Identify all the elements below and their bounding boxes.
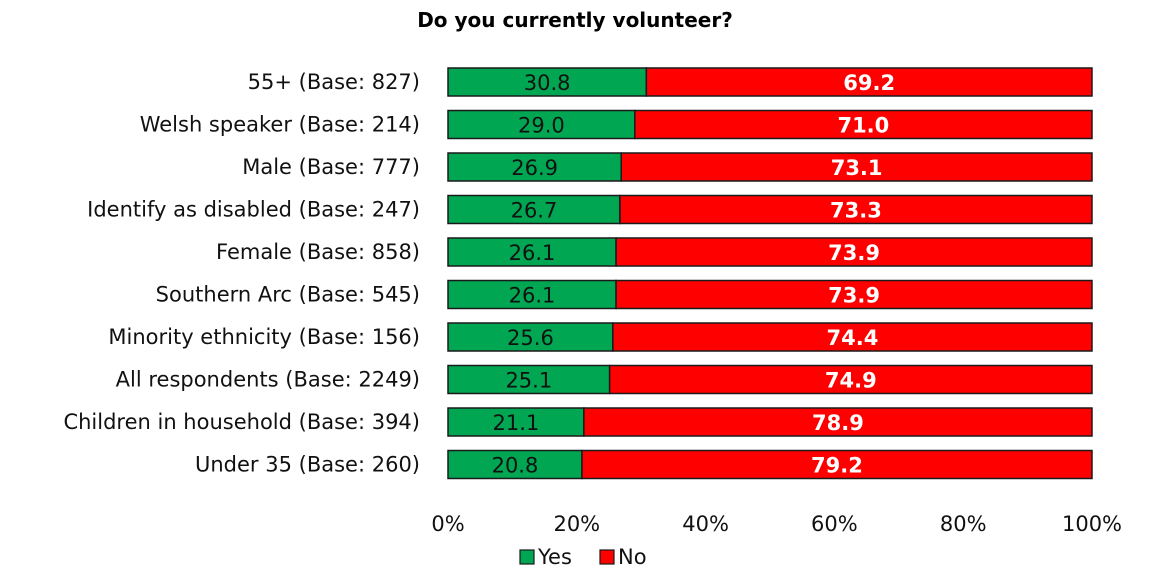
legend-swatch-no: [599, 549, 615, 565]
category-label: Identify as disabled (Base: 247): [87, 198, 420, 222]
bar-no: [612, 322, 1093, 352]
category-label: 55+ (Base: 827): [248, 70, 420, 94]
x-tick-label: 100%: [1062, 512, 1122, 536]
bar-no: [615, 237, 1093, 267]
category-label: All respondents (Base: 2249): [116, 368, 420, 392]
category-label: Welsh speaker (Base: 214): [140, 113, 420, 137]
data-label-no: 78.9: [812, 411, 864, 435]
category-labels: 55+ (Base: 827) Welsh speaker (Base: 214)…: [63, 70, 420, 477]
data-label-no: 73.3: [830, 199, 882, 223]
bar-yes: [447, 237, 617, 267]
bar-no: [608, 364, 1093, 395]
bar-yes: [447, 322, 614, 352]
bar-no: [619, 194, 1093, 225]
legend-label-yes: Yes: [537, 545, 572, 569]
category-label: Female (Base: 858): [216, 240, 420, 264]
category-label: Under 35 (Base: 260): [195, 453, 420, 477]
data-label-yes: 29.0: [518, 114, 565, 138]
x-tick-label: 60%: [811, 512, 858, 536]
data-label-yes: 25.1: [505, 369, 552, 393]
x-axis-ticks: 0% 20% 40% 60% 80% 100%: [431, 512, 1122, 536]
data-label-no: 73.9: [828, 241, 880, 265]
bar-no: [583, 407, 1093, 437]
bar-no: [645, 67, 1093, 97]
data-label-yes: 26.7: [511, 199, 558, 223]
category-label: Minority ethnicity (Base: 156): [108, 325, 420, 349]
x-tick-label: 80%: [940, 512, 987, 536]
bar-no: [581, 449, 1093, 480]
data-label-yes: 25.6: [507, 326, 554, 350]
data-label-yes: 26.9: [511, 156, 558, 180]
data-label-no: 74.4: [827, 326, 879, 350]
value-labels: 30.8 69.2 29.0 71.0 26.9 73.1 26.7 73.3 26.1 73.9…: [492, 71, 895, 478]
data-label-yes: 26.1: [509, 284, 556, 308]
bar-no: [634, 109, 1093, 140]
bars: [447, 67, 1093, 480]
category-label: Children in household (Base: 394): [63, 410, 420, 434]
category-label: Southern Arc (Base: 545): [156, 283, 420, 307]
legend-label-no: No: [618, 545, 647, 569]
bar-yes: [447, 67, 648, 97]
bar-yes: [447, 407, 585, 437]
category-label: Male (Base: 777): [242, 155, 420, 179]
data-label-yes: 26.1: [509, 241, 556, 265]
data-label-yes: 20.8: [492, 454, 539, 478]
data-label-no: 74.9: [825, 369, 877, 393]
data-label-no: 69.2: [843, 71, 895, 95]
data-label-yes: 30.8: [524, 71, 571, 95]
x-tick-label: 40%: [682, 512, 729, 536]
data-label-no: 73.1: [831, 156, 883, 180]
bar-no: [615, 279, 1093, 310]
bar-yes: [447, 152, 622, 182]
data-label-yes: 21.1: [493, 411, 540, 435]
data-label-no: 71.0: [837, 114, 889, 138]
legend-swatch-yes: [519, 549, 535, 565]
data-label-no: 73.9: [828, 284, 880, 308]
bar-yes: [447, 109, 636, 140]
data-label-no: 79.2: [811, 454, 863, 478]
legend: Yes No: [519, 545, 647, 569]
x-tick-label: 20%: [553, 512, 600, 536]
bar-yes: [447, 449, 583, 480]
bar-yes: [447, 194, 621, 225]
x-tick-label: 0%: [431, 512, 464, 536]
chart-title: Do you currently volunteer?: [417, 8, 733, 32]
bar-no: [620, 152, 1093, 182]
